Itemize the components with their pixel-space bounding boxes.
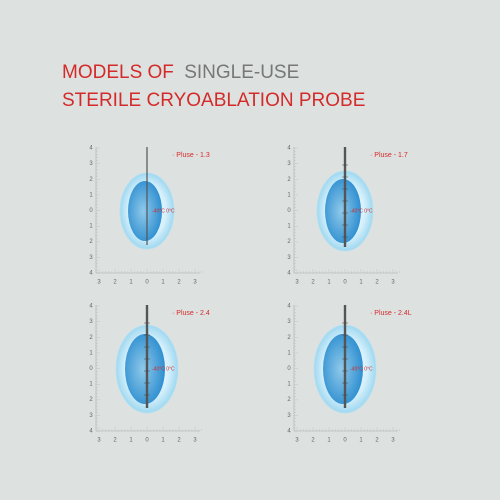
- y-tick-label: 1: [287, 382, 291, 388]
- model-label: · Pluse - 1.3: [172, 152, 210, 159]
- probe: [343, 147, 347, 247]
- y-tick-label: 2: [89, 177, 93, 183]
- probe: [343, 305, 347, 408]
- x-tick-label: 1: [359, 438, 363, 444]
- probe: [145, 305, 149, 408]
- x-tick-label: 0: [343, 438, 347, 444]
- y-tick-label: 4: [287, 428, 291, 434]
- x-tick-label: 3: [391, 438, 395, 444]
- temperature-label: -40°C 0°C: [350, 208, 373, 214]
- probe: [146, 147, 148, 245]
- y-tick-label: 4: [287, 304, 291, 310]
- ice-ball: [323, 334, 363, 404]
- x-tick-label: 2: [177, 438, 181, 444]
- x-tick-label: 0: [145, 280, 149, 286]
- y-tick-label: 2: [287, 335, 291, 341]
- y-tick-label: 3: [287, 319, 291, 325]
- y-tick-label: 2: [287, 397, 291, 403]
- y-tick-label: 3: [287, 255, 291, 261]
- x-tick-label: 1: [161, 280, 165, 286]
- y-tick-label: 3: [89, 255, 93, 261]
- x-tick-label: 2: [177, 280, 181, 286]
- y-tick-label: 1: [89, 224, 93, 230]
- y-tick-label: 0: [287, 208, 291, 214]
- x-tick-label: 2: [375, 280, 379, 286]
- x-tick-label: 1: [129, 280, 133, 286]
- x-tick-label: 2: [311, 280, 315, 286]
- y-tick-label: 0: [89, 208, 93, 214]
- model-label: · Pluse - 1.7: [370, 152, 408, 159]
- x-tick-label: 3: [97, 280, 101, 286]
- temperature-label: -40°C 0°C: [152, 366, 175, 372]
- y-tick-label: 0: [287, 366, 291, 372]
- y-tick-label: 4: [89, 270, 93, 276]
- y-tick-label: 0: [89, 366, 93, 372]
- x-tick-label: 2: [375, 438, 379, 444]
- x-tick-label: 3: [295, 438, 299, 444]
- x-tick-label: 3: [295, 280, 299, 286]
- x-tick-label: 1: [327, 280, 331, 286]
- y-tick-label: 2: [287, 239, 291, 245]
- y-tick-label: 2: [89, 335, 93, 341]
- y-tick-label: 3: [89, 413, 93, 419]
- y-tick-label: 3: [287, 413, 291, 419]
- title-line1: MODELS OF SINGLE-USE: [62, 62, 299, 83]
- y-tick-label: 3: [89, 161, 93, 167]
- x-tick-label: 1: [161, 438, 165, 444]
- y-tick-label: 2: [89, 239, 93, 245]
- y-tick-label: 1: [287, 350, 291, 356]
- y-tick-label: 4: [287, 270, 291, 276]
- x-tick-label: 3: [193, 280, 197, 286]
- x-tick-label: 1: [129, 438, 133, 444]
- y-tick-label: 1: [89, 350, 93, 356]
- model-label: · Pluse - 2.4: [172, 310, 210, 317]
- y-tick-label: 4: [89, 304, 93, 310]
- y-tick-label: 4: [89, 146, 93, 152]
- x-tick-label: 3: [193, 438, 197, 444]
- title-red: MODELS OF: [62, 62, 174, 83]
- x-tick-label: 2: [311, 438, 315, 444]
- title-gray: SINGLE-USE: [184, 62, 299, 83]
- title-line2: STERILE CRYOABLATION PROBE: [62, 90, 365, 111]
- x-tick-label: 2: [113, 280, 117, 286]
- x-tick-label: 1: [359, 280, 363, 286]
- x-tick-label: 2: [113, 438, 117, 444]
- x-tick-label: 0: [343, 280, 347, 286]
- ice-ball: [125, 334, 165, 404]
- y-tick-label: 1: [287, 192, 291, 198]
- x-tick-label: 0: [145, 438, 149, 444]
- x-tick-label: 1: [327, 438, 331, 444]
- y-tick-label: 1: [89, 382, 93, 388]
- y-tick-label: 1: [287, 224, 291, 230]
- y-tick-label: 1: [89, 192, 93, 198]
- y-tick-label: 4: [89, 428, 93, 434]
- model-label: · Pluse - 2.4L: [370, 310, 412, 317]
- ice-ball: [128, 181, 162, 241]
- x-tick-label: 3: [391, 280, 395, 286]
- ice-ball: [325, 179, 361, 243]
- y-tick-label: 2: [287, 177, 291, 183]
- temperature-label: -40°C 0°C: [152, 208, 175, 214]
- y-tick-label: 3: [89, 319, 93, 325]
- temperature-label: -40°C 0°C: [350, 366, 373, 372]
- y-tick-label: 2: [89, 397, 93, 403]
- y-tick-label: 3: [287, 161, 291, 167]
- y-tick-label: 4: [287, 146, 291, 152]
- x-tick-label: 3: [97, 438, 101, 444]
